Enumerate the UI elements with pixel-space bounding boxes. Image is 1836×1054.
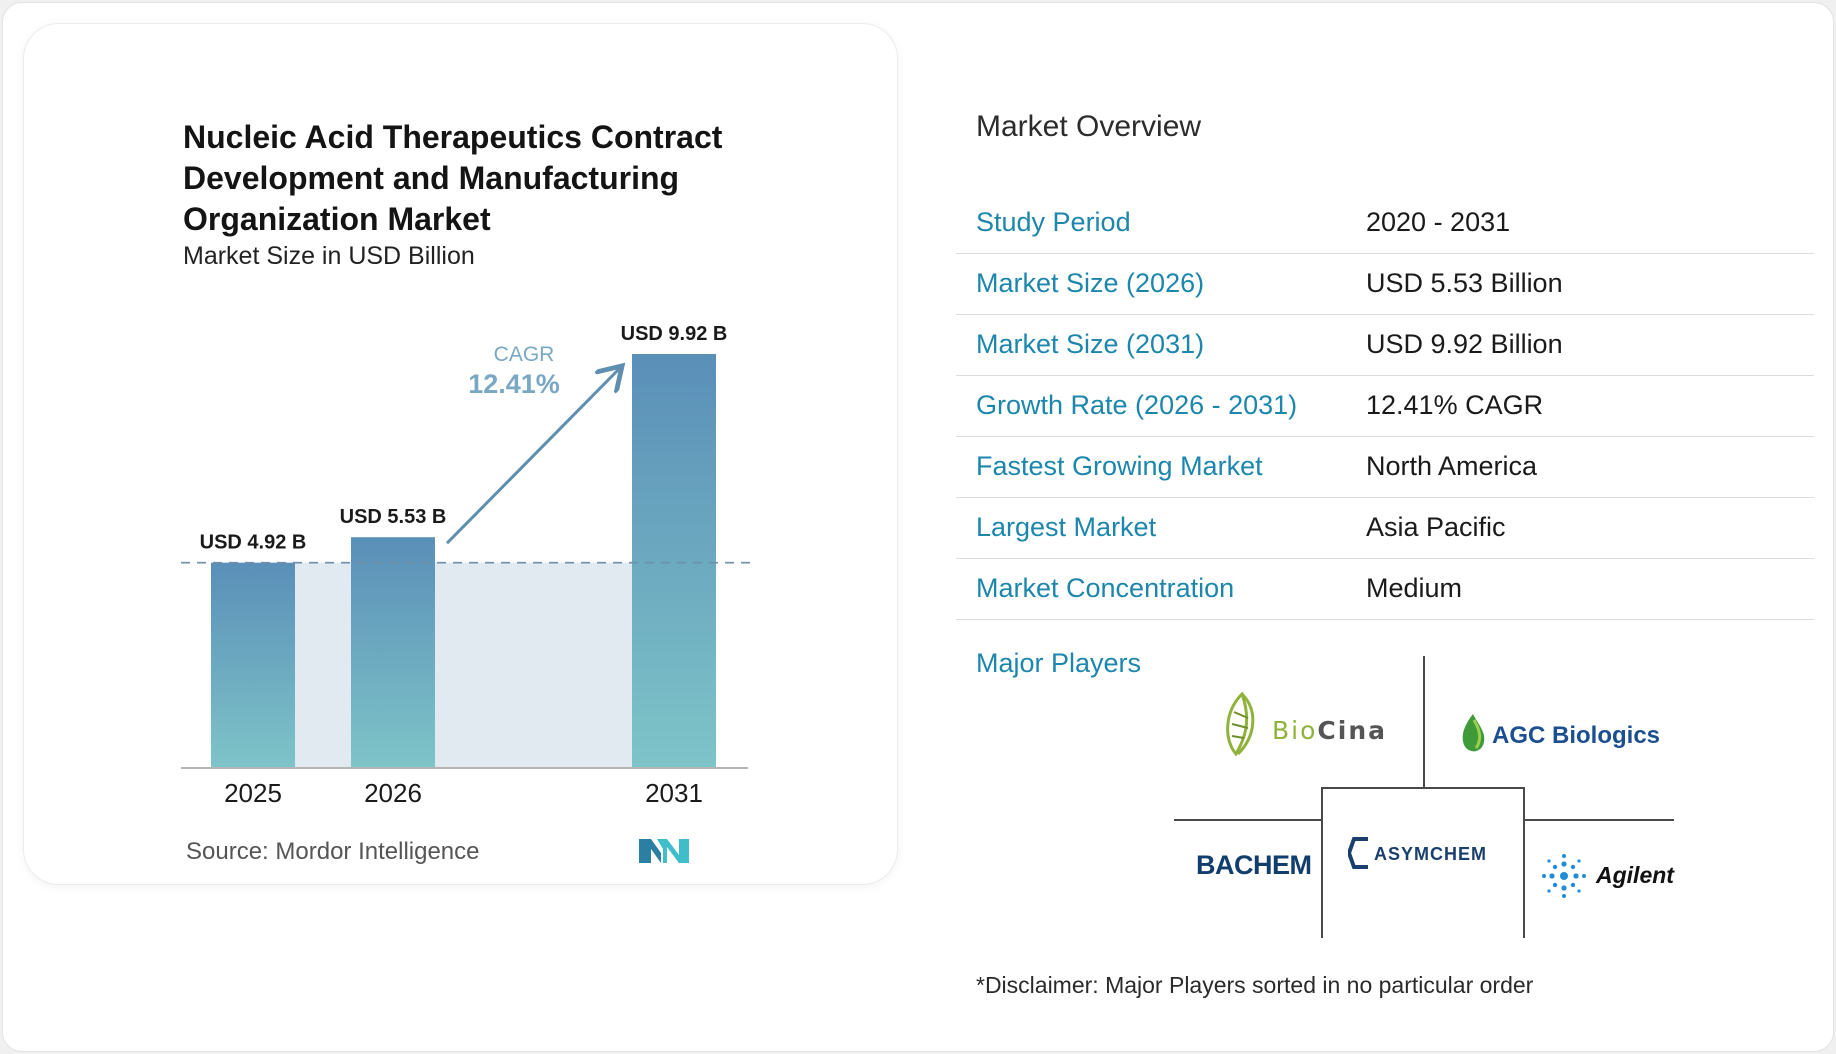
overview-row: Market Size (2026) USD 5.53 Billion bbox=[956, 254, 1814, 315]
players-divider bbox=[1523, 787, 1525, 938]
overview-row-label: Study Period bbox=[976, 207, 1131, 237]
cagr-label: CAGR bbox=[494, 343, 555, 366]
overview-row-value: 2020 - 2031 bbox=[1366, 207, 1511, 237]
overview-row-label: Market Size (2026) bbox=[976, 268, 1205, 298]
biocina-logo-text-a: Bio bbox=[1272, 716, 1318, 745]
mordor-logo-icon bbox=[639, 839, 689, 863]
asymchem-logo-text: ASYMCHEM bbox=[1374, 844, 1488, 864]
agilent-spark-icon bbox=[1542, 854, 1586, 898]
overview-row-value: Medium bbox=[1366, 573, 1463, 603]
disclaimer-text: *Disclaimer: Major Players sorted in no … bbox=[976, 972, 1534, 998]
source-name: Mordor Intelligence bbox=[275, 838, 480, 865]
data-label-2031: USD 9.92 B bbox=[621, 323, 728, 345]
overview-row: Market Size (2031) USD 9.92 Billion bbox=[956, 315, 1814, 376]
agc-droplet-icon bbox=[1462, 714, 1485, 752]
bachem-logo: BACHEM bbox=[1196, 850, 1312, 881]
overview-row-label: Fastest Growing Market bbox=[976, 451, 1263, 481]
bar-2025 bbox=[211, 562, 295, 768]
overview-row-value: North America bbox=[1366, 451, 1538, 481]
overview-row: Study Period 2020 - 2031 bbox=[956, 193, 1814, 254]
source-label: Source: bbox=[186, 838, 269, 865]
players-divider bbox=[1524, 819, 1674, 821]
overview-row-label: Market Concentration bbox=[976, 573, 1235, 603]
overview-row-value: USD 9.92 Billion bbox=[1366, 329, 1563, 359]
baseline-shade bbox=[295, 562, 632, 768]
overview-table: Study Period 2020 - 2031 Market Size (20… bbox=[956, 193, 1814, 620]
biocina-logo-text-b: Cina bbox=[1317, 716, 1387, 745]
cagr-arrow bbox=[445, 368, 620, 545]
players-divider bbox=[1423, 656, 1425, 787]
overview-row: Largest Market Asia Pacific bbox=[956, 498, 1814, 559]
cagr-value: 12.41% bbox=[468, 369, 560, 399]
source-line: Source: Mordor Intelligence bbox=[186, 838, 480, 866]
chart-subtitle: Market Size in USD Billion bbox=[183, 242, 475, 270]
chart-title: Nucleic Acid Therapeutics Contract Devel… bbox=[183, 119, 723, 237]
agilent-logo-text: Agilent bbox=[1596, 862, 1674, 888]
overview-row-label: Largest Market bbox=[976, 512, 1157, 542]
data-label-2026: USD 5.53 B bbox=[340, 506, 447, 528]
overview-title: Market Overview bbox=[976, 110, 1202, 143]
players-divider bbox=[1321, 787, 1525, 789]
overview-row: Growth Rate (2026 - 2031) 12.41% CAGR bbox=[956, 376, 1814, 437]
overview-row: Market Concentration Medium bbox=[956, 559, 1814, 620]
overview-row-value: 12.41% CAGR bbox=[1366, 390, 1544, 420]
major-players-label: Major Players bbox=[976, 648, 1142, 678]
bar-2031 bbox=[632, 354, 716, 768]
data-label-2025: USD 4.92 B bbox=[200, 532, 307, 554]
overview-row-value: USD 5.53 Billion bbox=[1366, 268, 1563, 298]
overview-row-label: Market Size (2031) bbox=[976, 329, 1205, 359]
leaf-icon bbox=[1226, 692, 1255, 756]
overview-row-value: Asia Pacific bbox=[1366, 512, 1506, 542]
asymchem-hex-icon bbox=[1348, 837, 1368, 869]
players-divider bbox=[1174, 819, 1322, 821]
players-divider bbox=[1321, 787, 1323, 938]
x-tick-label-2026: 2026 bbox=[364, 778, 422, 808]
x-tick-label-2025: 2025 bbox=[224, 778, 282, 808]
bar-2026 bbox=[351, 537, 435, 768]
agc-biologics-logo-text: AGC Biologics bbox=[1492, 722, 1661, 749]
bachem-logo-text: BACHEM bbox=[1196, 850, 1312, 880]
x-tick-label-2031: 2031 bbox=[645, 778, 703, 808]
overview-row-label: Growth Rate (2026 - 2031) bbox=[976, 390, 1298, 420]
bar-chart: CAGR 12.41% USD 4.92 B 2025 USD 5.53 B 2026… bbox=[181, 323, 750, 808]
overview-row: Fastest Growing Market North America bbox=[956, 437, 1814, 498]
